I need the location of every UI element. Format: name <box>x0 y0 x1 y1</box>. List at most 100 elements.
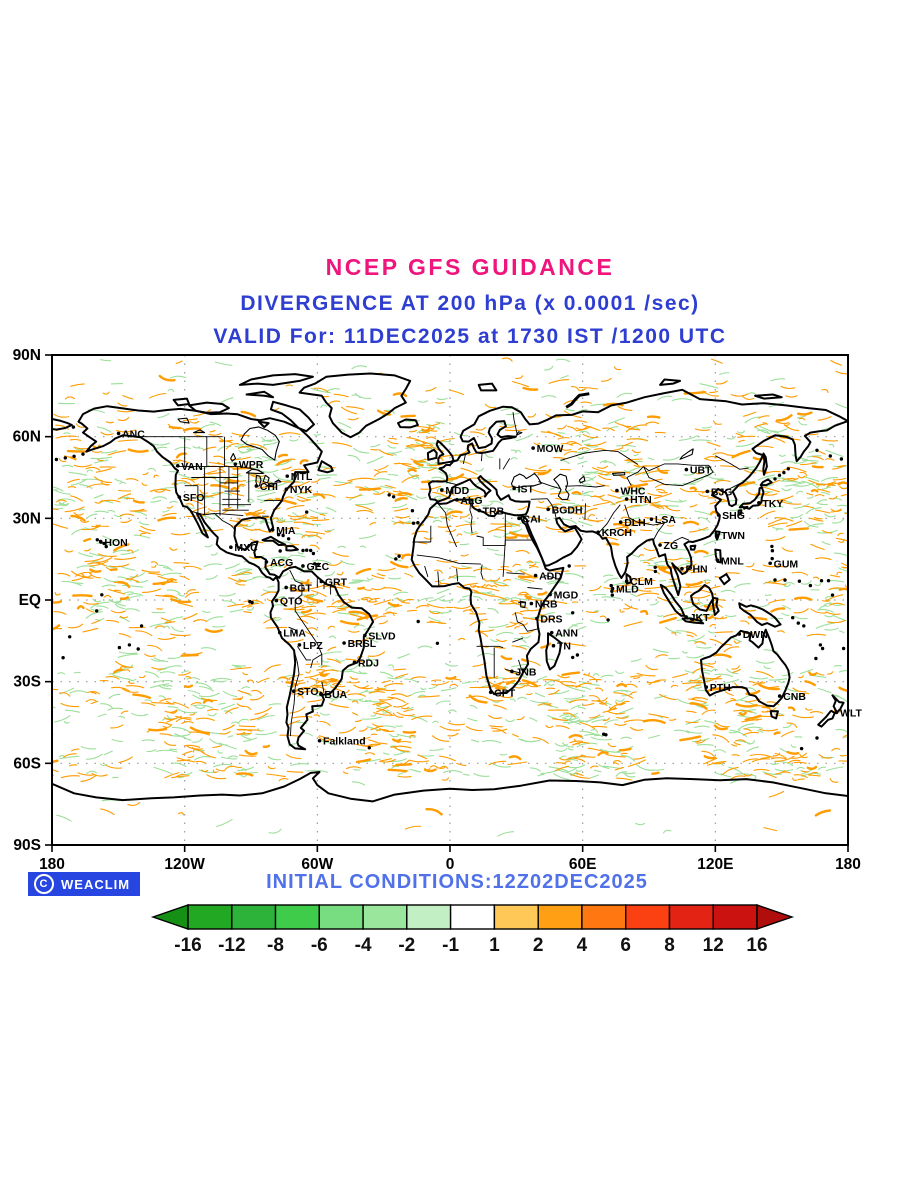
colorbar-segment <box>449 904 496 930</box>
city-marker <box>297 643 302 647</box>
city-label: MGD <box>554 590 579 602</box>
city-label: PHN <box>685 564 707 576</box>
city-label: WHC <box>620 486 645 498</box>
colorbar: -16 -12 -8 -6 -4 -2 -1 1 2 4 6 8 12 16 <box>150 904 795 956</box>
colorbar-tick-label: -6 <box>311 935 328 956</box>
chart-subtitle: DIVERGENCE AT 200 hPa (x 0.0001 /sec) <box>240 292 700 315</box>
city-marker <box>512 486 516 491</box>
city-marker <box>284 585 288 590</box>
city-label: BUA <box>324 689 347 701</box>
colorbar-segment <box>581 904 627 930</box>
city-marker <box>549 630 554 635</box>
city-marker <box>531 446 535 450</box>
city-label: CPT <box>494 687 516 699</box>
city-marker <box>177 495 182 499</box>
city-marker <box>649 517 654 521</box>
city-label: PTH <box>710 682 731 694</box>
lon-tick-label: 0 <box>446 856 455 873</box>
city-label: MXC <box>234 542 258 554</box>
colorbar-segment <box>712 904 758 930</box>
city-label: DWN <box>743 629 768 641</box>
city-marker <box>254 484 259 488</box>
colorbar-segment <box>362 904 408 930</box>
weaclim-watermark-badge: C WEACLIM <box>28 872 141 896</box>
city-label: SLVD <box>368 630 396 642</box>
city-label: GEC <box>306 561 329 573</box>
city-marker <box>477 508 481 513</box>
city-label: MOW <box>537 443 564 455</box>
city-label: NYK <box>290 484 313 496</box>
city-marker <box>99 540 103 544</box>
lon-tick-label: 180 <box>39 856 65 873</box>
city-marker <box>834 710 839 715</box>
city-marker <box>233 462 238 466</box>
city-label: GRT <box>325 576 348 588</box>
city-marker <box>548 592 552 597</box>
city-marker <box>285 474 290 478</box>
page-title: NCEP GFS GUIDANCE <box>325 254 615 280</box>
city-label: LMA <box>283 628 306 640</box>
city-label: BGDH <box>552 504 583 516</box>
colorbar-segment <box>537 904 583 930</box>
city-marker <box>535 616 539 621</box>
city-marker <box>116 431 121 436</box>
city-label: ZG <box>664 540 679 552</box>
city-label: MIA <box>276 525 296 537</box>
city-marker <box>684 467 689 472</box>
city-label: BGT <box>290 582 313 594</box>
city-marker <box>680 566 684 571</box>
city-marker <box>533 573 538 578</box>
city-label: HON <box>104 537 127 549</box>
city-marker <box>363 633 367 638</box>
colorbar-tick-label: 1 <box>489 935 500 956</box>
city-marker <box>529 601 534 606</box>
city-label: NRB <box>535 599 558 611</box>
colorbar-segment <box>493 904 539 930</box>
colorbar-segment <box>406 904 452 930</box>
city-label: QTO <box>280 596 303 608</box>
city-marker <box>658 543 662 547</box>
city-marker <box>624 497 629 501</box>
colorbar-tick-label: 16 <box>746 935 767 956</box>
city-marker <box>274 598 279 603</box>
city-marker <box>264 560 269 564</box>
divergence-field <box>52 357 848 837</box>
city-marker <box>229 545 233 549</box>
city-label: MLD <box>616 584 639 596</box>
valid-time-label: VALID For: 11DEC2025 at 1730 IST /1200 U… <box>213 325 727 348</box>
city-label: CHI <box>260 481 278 493</box>
city-marker <box>596 530 600 535</box>
city-marker <box>546 507 550 512</box>
colorbar-segment <box>274 904 320 930</box>
copyright-icon: C <box>34 874 54 894</box>
city-marker <box>715 533 720 538</box>
city-marker <box>488 690 493 695</box>
city-label: TN <box>557 641 571 653</box>
city-label: WPR <box>239 459 264 471</box>
colorbar-tick-label: -1 <box>442 935 459 956</box>
colorbar-tick-label: 4 <box>577 935 588 956</box>
colorbar-tick-label: -12 <box>218 935 245 956</box>
lat-tick-label: 90S <box>13 837 41 854</box>
city-marker <box>757 501 761 505</box>
lat-tick-label: 60N <box>13 429 41 446</box>
colorbar-arrow-right <box>756 904 795 930</box>
city-label: MTL <box>291 471 313 483</box>
city-label: HTN <box>630 494 652 506</box>
city-label: WLT <box>840 707 863 719</box>
city-label: MDD <box>445 485 469 497</box>
city-marker <box>440 488 444 492</box>
city-label: CLM <box>630 576 653 588</box>
city-marker <box>615 488 619 493</box>
city-marker <box>684 615 688 619</box>
city-label: ANC <box>122 428 145 440</box>
city-marker <box>704 685 709 689</box>
city-label: DLH <box>624 517 646 529</box>
city-marker <box>317 738 322 743</box>
city-label: LSA <box>655 514 676 526</box>
city-marker <box>301 564 305 568</box>
city-label: LPZ <box>303 640 323 652</box>
colorbar-tick-label: 2 <box>533 935 544 956</box>
